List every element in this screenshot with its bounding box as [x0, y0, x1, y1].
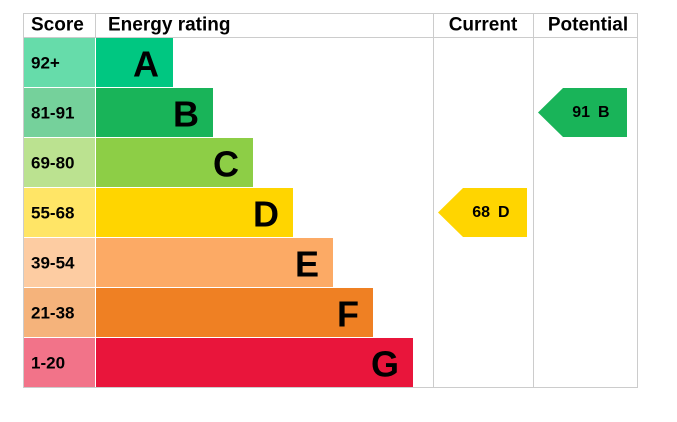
rating-letter: C	[213, 144, 239, 185]
score-label: 55-68	[31, 204, 74, 223]
score-cell	[24, 238, 95, 287]
score-cell	[24, 188, 95, 237]
current-value: 68	[472, 204, 490, 221]
score-label: 39-54	[31, 254, 75, 273]
header-current: Current	[449, 15, 518, 36]
score-cell	[24, 338, 95, 387]
rating-letter: G	[371, 344, 399, 385]
score-cell	[24, 88, 95, 137]
rating-letter: F	[337, 294, 359, 335]
rating-letter: B	[173, 94, 199, 135]
rating-bar	[96, 38, 173, 87]
rating-letter: A	[133, 44, 159, 85]
score-label: 21-38	[31, 304, 74, 323]
rating-bar	[96, 238, 333, 287]
rating-letter: D	[253, 194, 279, 235]
potential-arrow	[538, 88, 627, 137]
rating-bar	[96, 338, 413, 387]
header-score: Score	[31, 15, 84, 36]
current-arrow	[438, 188, 527, 237]
score-cell	[24, 138, 95, 187]
rating-bar	[96, 88, 213, 137]
score-cell	[24, 288, 95, 337]
header-rating: Energy rating	[108, 15, 230, 36]
rating-bar	[96, 188, 293, 237]
rating-bar	[96, 288, 373, 337]
score-cell	[24, 38, 95, 87]
header-potential: Potential	[548, 15, 628, 36]
score-label: 81-91	[31, 104, 74, 123]
score-label: 1-20	[31, 354, 65, 373]
potential-value: 91	[572, 104, 590, 121]
rating-bar	[96, 138, 253, 187]
frame	[23, 13, 638, 388]
score-label: 69-80	[31, 154, 74, 173]
rating-letter: E	[295, 244, 319, 285]
current-letter: D	[498, 204, 510, 221]
potential-letter: B	[598, 104, 610, 121]
score-label: 92+	[31, 54, 60, 73]
